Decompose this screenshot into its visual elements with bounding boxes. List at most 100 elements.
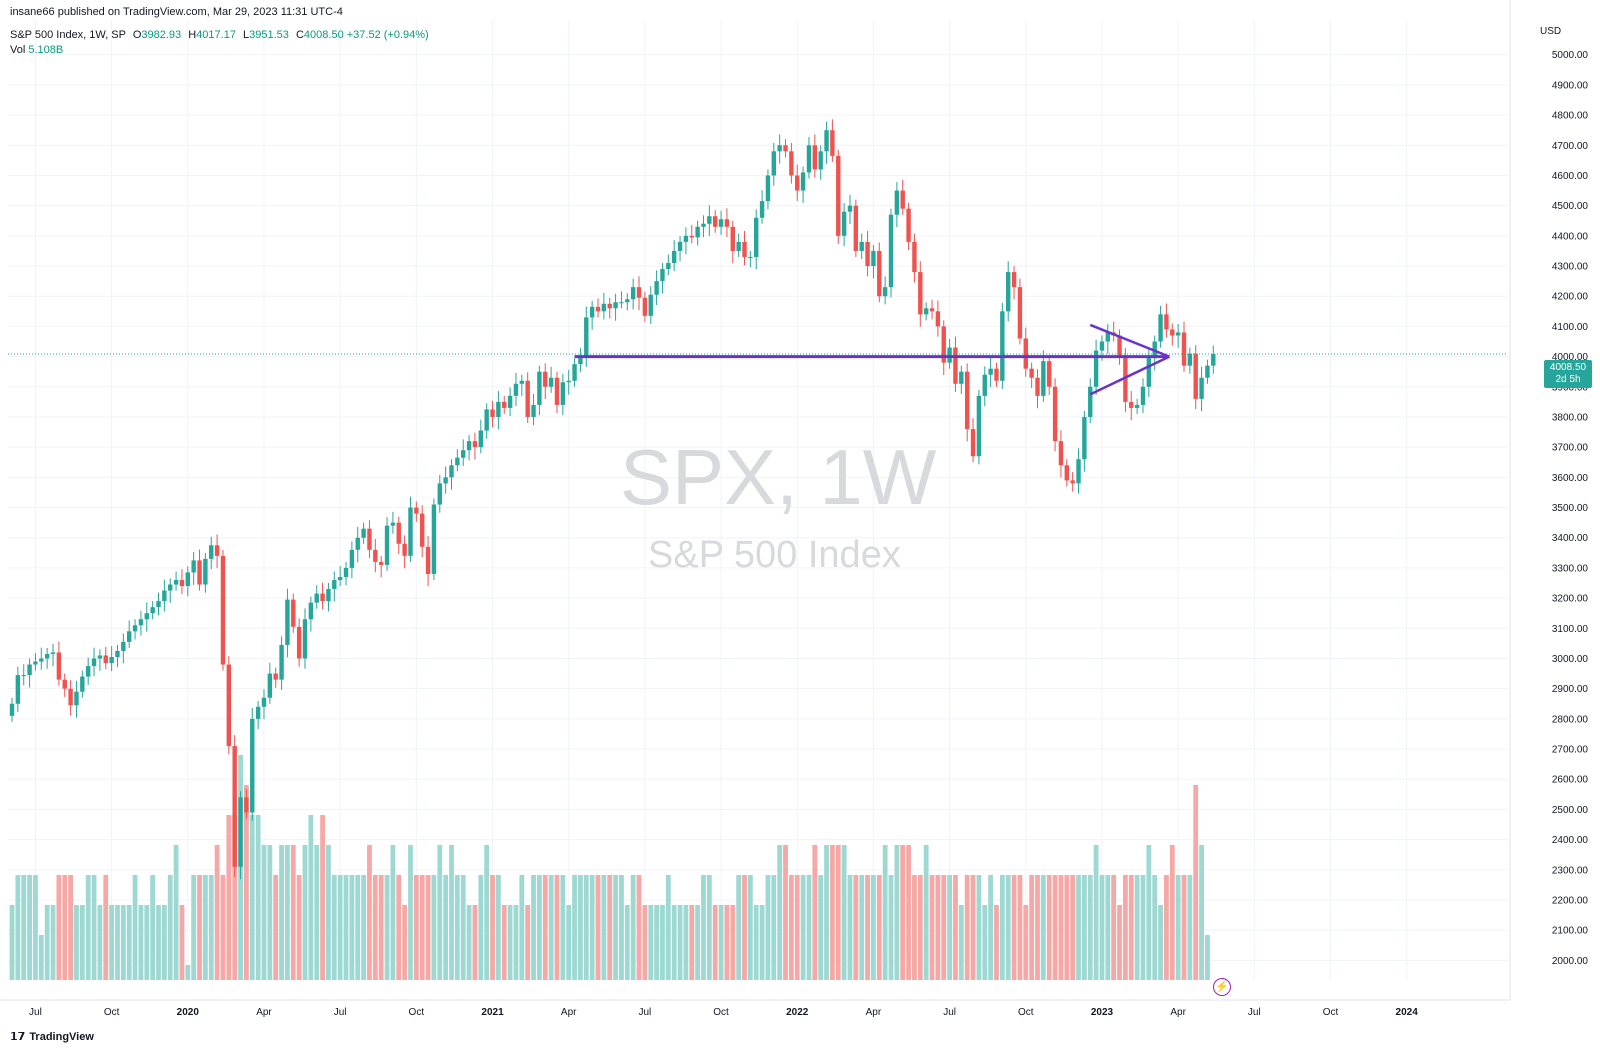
candle-body	[68, 688, 73, 706]
candle-body	[613, 302, 618, 309]
volume-bar	[337, 875, 343, 980]
volume-bar	[636, 875, 642, 980]
price-tick-label: 4400.00	[1552, 231, 1589, 242]
candle-body	[431, 504, 437, 574]
candle-body	[373, 549, 378, 562]
volume-bar	[595, 875, 601, 980]
volume-bar	[923, 845, 929, 980]
lightning-icon[interactable]: ⚡	[1213, 978, 1231, 996]
candle-body	[1193, 353, 1198, 399]
volume-bar	[665, 875, 671, 980]
candle-body	[203, 558, 208, 585]
price-tick-label: 2400.00	[1552, 835, 1589, 846]
candle-body	[91, 658, 97, 667]
candle-body	[390, 522, 396, 526]
candle-body	[548, 377, 554, 387]
volume-bar	[384, 875, 390, 980]
volume-bar	[144, 905, 150, 980]
volume-bar	[126, 905, 132, 980]
volume-bar	[478, 875, 484, 980]
volume-label[interactable]: Vol	[10, 44, 26, 56]
volume-bar	[167, 875, 173, 980]
candle-body	[1093, 350, 1099, 387]
time-tick-label: Jul	[638, 1007, 651, 1018]
price-tick-label: 4300.00	[1552, 262, 1589, 273]
volume-bar	[994, 905, 999, 980]
candle-body	[1099, 341, 1105, 351]
volume-bar	[794, 875, 800, 980]
volume-bar	[507, 905, 513, 980]
candle-body	[572, 364, 577, 381]
candle-body	[953, 347, 958, 384]
volume-bar	[718, 905, 724, 980]
volume-bar	[624, 905, 630, 980]
volume-bar	[466, 905, 472, 980]
price-tick-label: 4200.00	[1552, 292, 1589, 303]
candle-body	[1052, 386, 1058, 442]
volume-bar	[736, 875, 742, 980]
time-tick-label: Oct	[409, 1007, 425, 1018]
volume-bar	[97, 905, 103, 980]
volume-bar	[1076, 875, 1081, 980]
candle-body	[677, 241, 683, 251]
volume-bar	[619, 875, 624, 980]
candle-body	[285, 599, 290, 645]
candle-body	[162, 590, 167, 602]
volume-bar	[806, 875, 812, 980]
volume-bar	[847, 875, 853, 980]
volume-bar	[531, 875, 536, 980]
candle-body	[754, 217, 759, 257]
candle-body	[636, 287, 642, 298]
volume-bar	[941, 875, 947, 980]
candle-body	[537, 371, 542, 405]
candle-body	[97, 655, 103, 659]
price-tick-label: 3400.00	[1552, 533, 1589, 544]
volume-bar	[572, 875, 577, 980]
price-tick-label: 4900.00	[1552, 80, 1589, 91]
candle-body	[437, 483, 442, 505]
candle-body	[1011, 272, 1017, 288]
volume-bar	[554, 875, 560, 980]
candle-body	[1117, 335, 1122, 357]
candle-body	[800, 172, 806, 191]
candle-body	[994, 368, 999, 381]
price-tick-label: 3000.00	[1552, 654, 1589, 665]
candle-body	[1041, 361, 1046, 396]
time-axis: Jul Oct 2020 Apr Jul Oct 2021 Apr Jul Oct 2022 Apr J…	[0, 999, 1510, 1018]
volume-bar	[683, 905, 689, 980]
tradingview-footer[interactable]: 𝟭𝟳 TradingView	[10, 1030, 94, 1043]
candle-body	[894, 190, 900, 215]
volume-bar	[425, 875, 431, 980]
candle-body	[296, 626, 302, 659]
candle-body	[1035, 377, 1040, 396]
candle-body	[80, 676, 85, 692]
volume-bar	[68, 875, 73, 980]
candle-body	[109, 656, 114, 664]
candle-body	[244, 797, 249, 813]
candle-body	[185, 572, 190, 587]
volume-bar	[835, 845, 841, 980]
candle-body	[1047, 361, 1052, 387]
volume-bar	[1099, 875, 1105, 980]
time-tick-label: Oct	[713, 1007, 729, 1018]
candle-body	[355, 537, 360, 550]
candle-body	[314, 593, 319, 603]
volume-bar	[267, 845, 273, 980]
volume-bar	[753, 905, 759, 980]
candle-body	[601, 303, 607, 312]
volume-bar	[876, 875, 882, 980]
triangle-upper-trendline	[1089, 323, 1170, 358]
symbol-name[interactable]: S&P 500 Index, 1W, SP	[10, 29, 126, 41]
volume-bar	[220, 875, 226, 980]
candle-body	[44, 653, 50, 659]
candle-body	[484, 409, 489, 431]
currency-label[interactable]: USD	[1540, 26, 1562, 37]
candle-body	[701, 223, 706, 227]
candle-body	[214, 545, 220, 556]
volume-bar	[314, 845, 320, 980]
price-tick-label: 4600.00	[1552, 171, 1589, 182]
time-tick-label: Apr	[866, 1007, 882, 1018]
candle-body	[976, 395, 982, 457]
volume-bar	[419, 875, 425, 980]
